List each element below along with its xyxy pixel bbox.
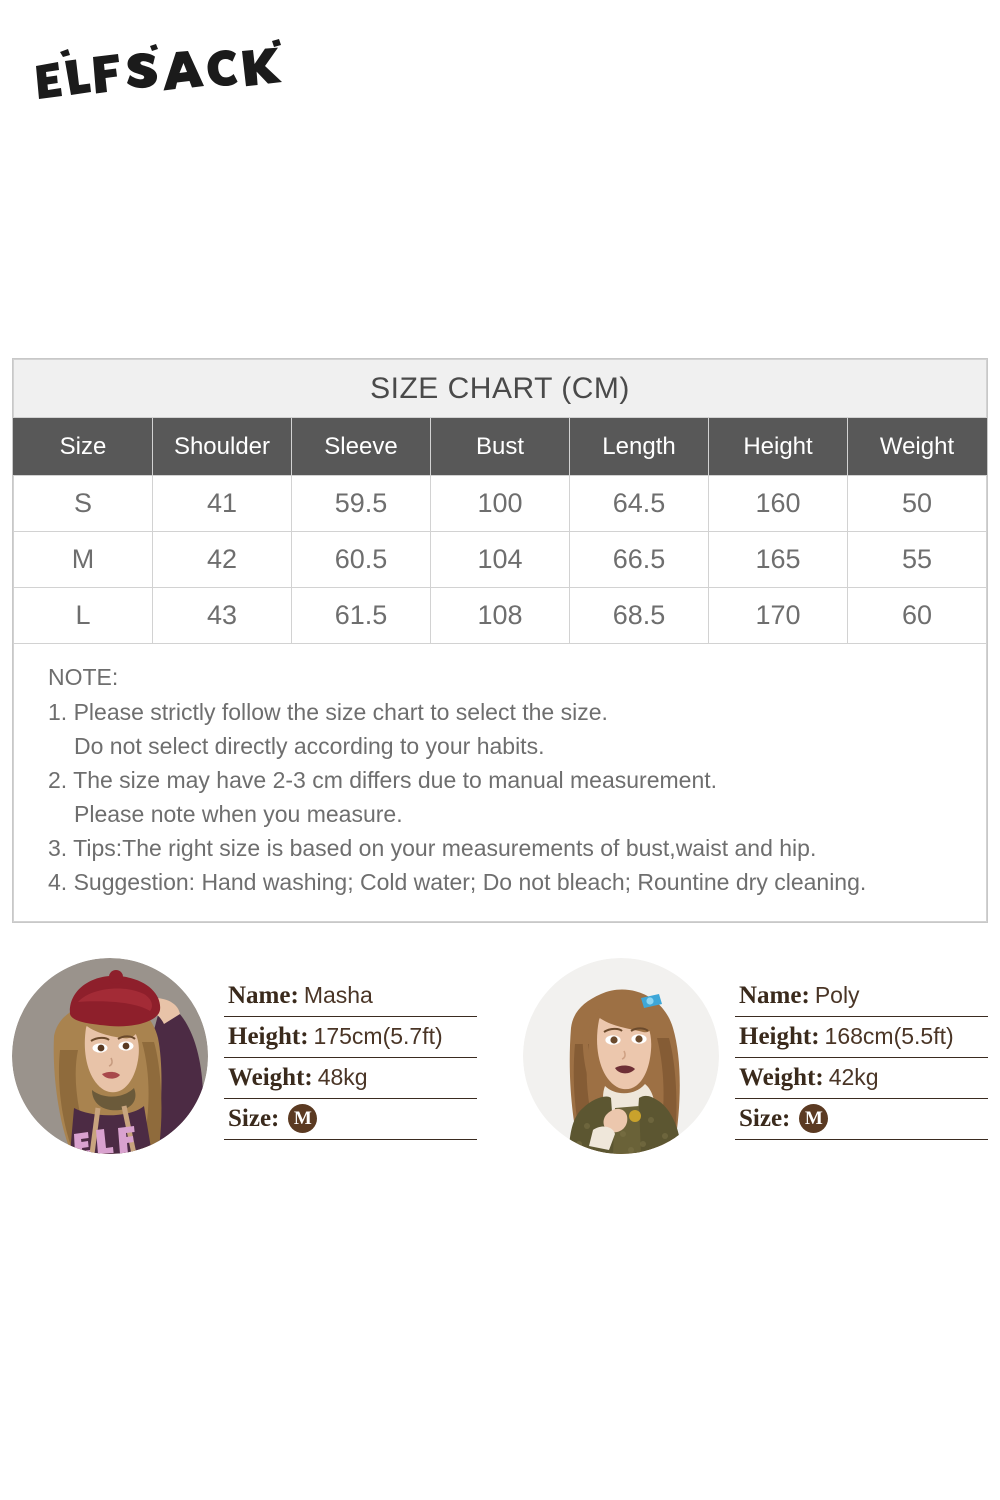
note-heading: NOTE: — [48, 664, 119, 690]
note-section: NOTE: 1. Please strictly follow the size… — [13, 643, 987, 922]
table-row: S 41 59.5 100 64.5 160 50 — [13, 475, 987, 532]
column-header-height: Height — [708, 417, 848, 476]
model-name-row: Name: Masha — [224, 976, 477, 1017]
cell-size: M — [13, 531, 153, 588]
size-label: Size: — [739, 1104, 791, 1132]
note-line: 3. Tips:The right size is based on your … — [48, 835, 817, 861]
model-weight-row: Weight: 42kg — [735, 1058, 988, 1099]
note-line: Do not select directly according to your… — [74, 733, 545, 759]
weight-label: Weight: — [228, 1063, 313, 1091]
size-badge: M — [288, 1104, 318, 1133]
size-label: Size: — [228, 1104, 280, 1132]
size-badge: M — [799, 1104, 829, 1133]
column-header-sleeve: Sleeve — [291, 417, 431, 476]
model-info: Name: Masha Height: 175cm(5.7ft) Weight:… — [224, 972, 477, 1140]
size-chart-container: SIZE CHART (CM) Size Shoulder Sleeve Bus… — [12, 358, 988, 923]
model-info: Name: Poly Height: 168cm(5.5ft) Weight: … — [735, 972, 988, 1140]
cell-weight: 60 — [847, 587, 987, 644]
note-line: 2. The size may have 2-3 cm differs due … — [48, 767, 718, 793]
name-separator: : — [290, 981, 299, 1009]
cell-height: 160 — [708, 475, 848, 532]
name-label: Name — [228, 981, 291, 1009]
cell-sleeve: 61.5 — [291, 587, 431, 644]
size-chart-header-row: Size Shoulder Sleeve Bust Length Height … — [13, 417, 987, 476]
note-line: 1. Please strictly follow the size chart… — [48, 699, 608, 725]
cell-shoulder: 42 — [152, 531, 292, 588]
column-header-weight: Weight — [847, 417, 987, 476]
name-value: Poly — [814, 982, 860, 1008]
height-value: 168cm(5.5ft) — [824, 1023, 954, 1049]
height-label: Height: — [739, 1022, 820, 1050]
cell-size: L — [13, 587, 153, 644]
name-separator: : — [801, 981, 810, 1009]
cell-length: 64.5 — [569, 475, 709, 532]
model-weight-row: Weight: 48kg — [224, 1058, 477, 1099]
column-header-length: Length — [569, 417, 709, 476]
cell-height: 170 — [708, 587, 848, 644]
size-chart-title-row: SIZE CHART (CM) — [13, 359, 987, 418]
height-label: Height: — [228, 1022, 309, 1050]
note-row: NOTE: 1. Please strictly follow the size… — [13, 643, 987, 922]
model-card: Name: Poly Height: 168cm(5.5ft) Weight: … — [523, 958, 988, 1154]
cell-weight: 50 — [847, 475, 987, 532]
cell-shoulder: 41 — [152, 475, 292, 532]
cell-sleeve: 60.5 — [291, 531, 431, 588]
model-card: Name: Masha Height: 175cm(5.7ft) Weight:… — [12, 958, 477, 1154]
model-height-row: Height: 175cm(5.7ft) — [224, 1017, 477, 1058]
cell-length: 66.5 — [569, 531, 709, 588]
cell-bust: 100 — [430, 475, 570, 532]
cell-length: 68.5 — [569, 587, 709, 644]
brand-logo — [30, 38, 290, 108]
model-photo-masha — [12, 958, 208, 1154]
column-header-shoulder: Shoulder — [152, 417, 292, 476]
model-name-row: Name: Poly — [735, 976, 988, 1017]
table-row: M 42 60.5 104 66.5 165 55 — [13, 531, 987, 588]
name-label: Name — [739, 981, 802, 1009]
size-chart-title: SIZE CHART (CM) — [13, 359, 987, 418]
cell-height: 165 — [708, 531, 848, 588]
model-size-row: Size: M — [224, 1099, 477, 1140]
model-height-row: Height: 168cm(5.5ft) — [735, 1017, 988, 1058]
column-header-bust: Bust — [430, 417, 570, 476]
height-value: 175cm(5.7ft) — [313, 1023, 443, 1049]
cell-bust: 104 — [430, 531, 570, 588]
weight-value: 48kg — [317, 1064, 368, 1090]
size-chart-table: SIZE CHART (CM) Size Shoulder Sleeve Bus… — [13, 359, 987, 922]
cell-shoulder: 43 — [152, 587, 292, 644]
column-header-size: Size — [13, 417, 153, 476]
note-line: Please note when you measure. — [74, 801, 403, 827]
cell-sleeve: 59.5 — [291, 475, 431, 532]
model-photo-poly — [523, 958, 719, 1154]
cell-size: S — [13, 475, 153, 532]
cell-bust: 108 — [430, 587, 570, 644]
name-value: Masha — [303, 982, 373, 1008]
table-row: L 43 61.5 108 68.5 170 60 — [13, 587, 987, 644]
model-cards: Name: Masha Height: 175cm(5.7ft) Weight:… — [12, 958, 988, 1154]
cell-weight: 55 — [847, 531, 987, 588]
note-line: 4. Suggestion: Hand washing; Cold water;… — [48, 869, 867, 895]
model-size-row: Size: M — [735, 1099, 988, 1140]
weight-value: 42kg — [828, 1064, 879, 1090]
weight-label: Weight: — [739, 1063, 824, 1091]
